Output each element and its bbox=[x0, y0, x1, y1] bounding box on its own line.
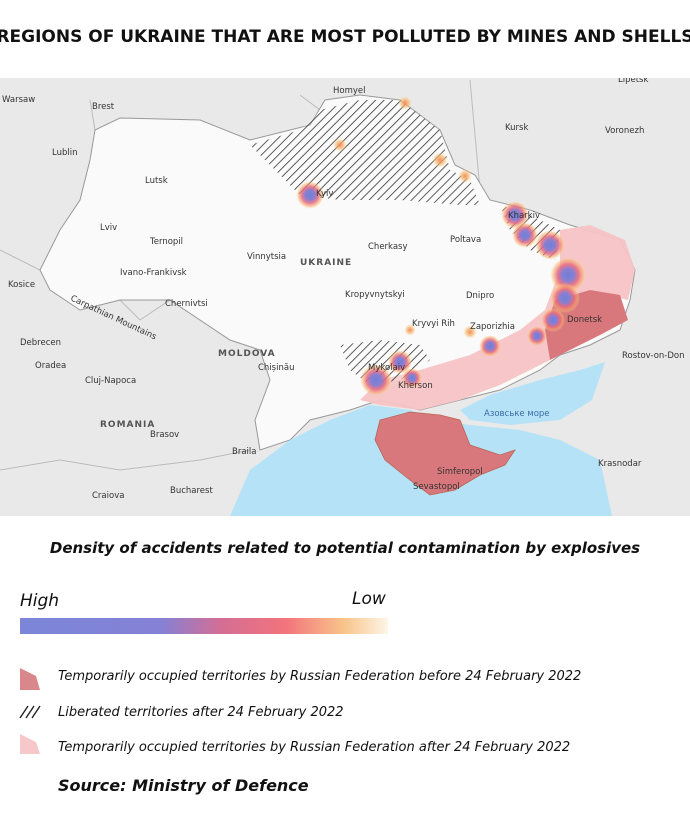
legend-heading: Density of accidents related to potentia… bbox=[50, 539, 640, 557]
map-label: Lipetsk bbox=[618, 75, 648, 85]
map-label: Kherson bbox=[398, 381, 433, 391]
map-label: Kharkiv bbox=[508, 211, 540, 221]
map-label: Kyiv bbox=[316, 189, 333, 199]
map-label: Poltava bbox=[450, 235, 481, 245]
map-label: Donetsk bbox=[567, 315, 602, 325]
map-label: Mykolaiv bbox=[368, 363, 405, 373]
map-label: Азовське море bbox=[484, 409, 550, 419]
map-label: Ternopil bbox=[149, 237, 183, 247]
legend-item: Temporarily occupied territories by Russ… bbox=[58, 669, 581, 684]
legend-item: Temporarily occupied territories by Russ… bbox=[58, 740, 570, 755]
legend-high: High bbox=[20, 591, 59, 611]
liberated-north bbox=[250, 100, 480, 205]
heat-spot bbox=[333, 138, 347, 152]
map-label: Brest bbox=[92, 102, 115, 112]
map-label: Krasnodar bbox=[598, 459, 642, 469]
heat-spot bbox=[432, 152, 448, 168]
title: REGIONS OF UKRAINE THAT ARE MOST POLLUTE… bbox=[0, 27, 690, 47]
heat-spot bbox=[512, 222, 538, 248]
map-label: Braila bbox=[232, 447, 256, 457]
heat-spot bbox=[541, 308, 565, 332]
source: Source: Ministry of Defence bbox=[58, 776, 309, 795]
heat-spot bbox=[398, 96, 412, 110]
heat-spot bbox=[501, 201, 529, 229]
legend-low: Low bbox=[352, 589, 386, 609]
map-label: Dnipro bbox=[466, 291, 494, 301]
map-label: Cherkasy bbox=[368, 242, 408, 252]
map-label: Debrecen bbox=[20, 338, 61, 348]
heat-spot bbox=[463, 325, 477, 339]
map-label: Sevastopol bbox=[413, 482, 460, 492]
map-label: Zaporizhia bbox=[470, 322, 515, 332]
map-label: Voronezh bbox=[605, 126, 644, 136]
map-label: Lviv bbox=[100, 223, 117, 233]
map-label: ROMANIA bbox=[100, 420, 155, 430]
heat-spot bbox=[360, 364, 392, 396]
legend-item: Liberated territories after 24 February … bbox=[58, 705, 344, 720]
heat-spot bbox=[550, 257, 586, 293]
map-label: Kursk bbox=[505, 123, 528, 133]
map-label: Bucharest bbox=[170, 486, 213, 496]
map-label: Chișinău bbox=[258, 363, 294, 373]
heat-spot bbox=[402, 368, 422, 388]
map-label: Vinnytsia bbox=[247, 252, 286, 262]
heat-spot bbox=[296, 181, 324, 209]
map-label: Kryvyi Rih bbox=[412, 319, 455, 329]
map-label: Cluj-Napoca bbox=[85, 376, 136, 386]
azov-sea bbox=[460, 362, 605, 425]
map-label: Brasov bbox=[150, 430, 179, 440]
map-label: Rostov-on-Don bbox=[622, 351, 685, 361]
map-label: Simferopol bbox=[437, 467, 483, 477]
heat-spot bbox=[527, 326, 547, 346]
heat-spot bbox=[458, 169, 472, 183]
map-label: Kropyvnytskyi bbox=[345, 290, 405, 300]
heat-spot bbox=[388, 350, 412, 374]
map-label: Craiova bbox=[92, 491, 124, 501]
map-label: UKRAINE bbox=[300, 258, 352, 268]
map-label: Chernivtsi bbox=[165, 299, 208, 309]
map-label: Homyel bbox=[333, 86, 366, 96]
heat-spot bbox=[404, 324, 416, 336]
heat-spot bbox=[550, 283, 580, 313]
map-label: Ivano-Frankivsk bbox=[120, 268, 187, 278]
map-label: Oradea bbox=[35, 361, 66, 371]
density-scale bbox=[20, 618, 388, 634]
legend-swatch-after bbox=[20, 734, 40, 754]
map-label: Lublin bbox=[52, 148, 77, 158]
map: Warsaw Brest Homyel Lipetsk Kursk Vorone… bbox=[0, 75, 690, 516]
crimea bbox=[374, 411, 516, 496]
legend-swatch-liberated bbox=[19, 705, 41, 719]
heat-spot bbox=[535, 230, 565, 260]
map-label: MOLDOVA bbox=[218, 349, 276, 359]
borders bbox=[0, 79, 481, 471]
heat-spots bbox=[296, 96, 586, 396]
heat-spot bbox=[479, 335, 501, 357]
legend-swatch-before bbox=[20, 668, 40, 690]
map-label: Kosice bbox=[8, 280, 35, 290]
map-label: Warsaw bbox=[2, 95, 35, 105]
map-label: Lutsk bbox=[145, 176, 168, 186]
